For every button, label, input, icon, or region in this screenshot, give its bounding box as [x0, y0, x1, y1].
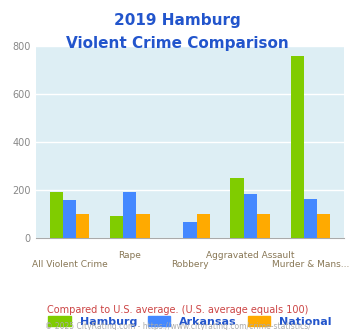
Bar: [290, 56, 304, 238]
Text: Aggravated Assault: Aggravated Assault: [206, 251, 294, 260]
Text: 2019 Hamburg: 2019 Hamburg: [114, 13, 241, 28]
Bar: [257, 214, 270, 238]
Bar: [304, 199, 317, 238]
Text: © 2025 CityRating.com - https://www.cityrating.com/crime-statistics/: © 2025 CityRating.com - https://www.city…: [45, 322, 310, 330]
Bar: [110, 216, 123, 238]
Bar: [197, 214, 210, 238]
Bar: [123, 192, 136, 238]
Bar: [63, 200, 76, 238]
Bar: [244, 194, 257, 238]
Text: Compared to U.S. average. (U.S. average equals 100): Compared to U.S. average. (U.S. average …: [47, 305, 308, 315]
Bar: [317, 214, 330, 238]
Bar: [76, 214, 89, 238]
Bar: [136, 214, 149, 238]
Legend: Hamburg, Arkansas, National: Hamburg, Arkansas, National: [44, 312, 336, 330]
Text: Violent Crime Comparison: Violent Crime Comparison: [66, 36, 289, 51]
Bar: [50, 192, 63, 238]
Text: All Violent Crime: All Violent Crime: [32, 260, 107, 269]
Text: Murder & Mans...: Murder & Mans...: [272, 260, 349, 269]
Text: Rape: Rape: [118, 251, 141, 260]
Text: Robbery: Robbery: [171, 260, 209, 269]
Bar: [183, 222, 197, 238]
Bar: [230, 178, 244, 238]
